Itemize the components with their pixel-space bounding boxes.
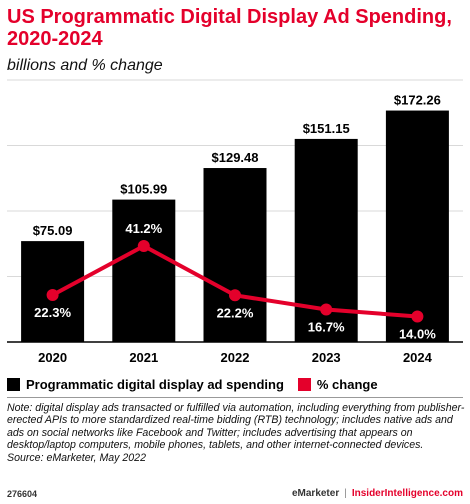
legend-swatch-change — [297, 377, 311, 391]
line-value-label: 41.2% — [125, 221, 162, 236]
x-tick-label: 2023 — [312, 350, 341, 365]
x-tick-label: 2022 — [221, 350, 250, 365]
line-value-label: 22.2% — [217, 305, 254, 320]
line-value-label: 16.7% — [308, 320, 345, 335]
line-value-label: 14.0% — [399, 327, 436, 342]
source-text: Source: eMarketer, May 2022 — [7, 451, 146, 464]
line-value-label: 22.3% — [34, 305, 71, 320]
footnote: Note: digital display ads transacted or … — [7, 402, 465, 464]
x-tick-label: 2020 — [38, 350, 67, 365]
chart-subtitle: billions and % change — [7, 57, 163, 74]
footer-brand: eMarketer | InsiderIntelligence.com — [292, 488, 463, 499]
brand-name: eMarketer — [291, 488, 340, 499]
x-tick-label: 2024 — [403, 350, 433, 365]
line-point — [411, 310, 424, 323]
line-point — [137, 240, 150, 252]
line-point — [320, 303, 333, 316]
line-point — [229, 289, 241, 302]
brand-separator: | — [344, 488, 347, 499]
legend: Programmatic digital display ad spending… — [7, 374, 463, 394]
bar-value-label: $172.26 — [394, 93, 441, 108]
site-link[interactable]: InsiderIntelligence.com — [351, 488, 463, 499]
line-point — [46, 289, 59, 301]
divider — [7, 397, 463, 398]
legend-label-spending: Programmatic digital display ad spending — [26, 376, 284, 392]
chart-area: $75.09 $105.99 $129.48 $151.15 $172.26 22.3%… — [7, 79, 463, 365]
legend-label-change: % change — [316, 376, 378, 392]
chart-title: US Programmatic Digital Display Ad Spend… — [7, 6, 452, 50]
legend-item-change: % change — [297, 376, 378, 392]
bar-value-label: $75.09 — [33, 223, 73, 238]
bar-value-label: $105.99 — [120, 182, 167, 197]
legend-item-spending: Programmatic digital display ad spending — [7, 377, 284, 392]
x-tick-label: 2021 — [129, 350, 158, 365]
bar-value-label: $151.15 — [303, 121, 350, 136]
bar — [385, 110, 449, 343]
note-text: Note: digital display ads transacted or … — [7, 402, 465, 452]
bar — [203, 168, 267, 342]
bar-value-label: $129.48 — [212, 150, 259, 165]
bar — [112, 199, 176, 342]
legend-swatch-spending — [7, 377, 20, 391]
chart-id: 276604 — [7, 489, 38, 499]
